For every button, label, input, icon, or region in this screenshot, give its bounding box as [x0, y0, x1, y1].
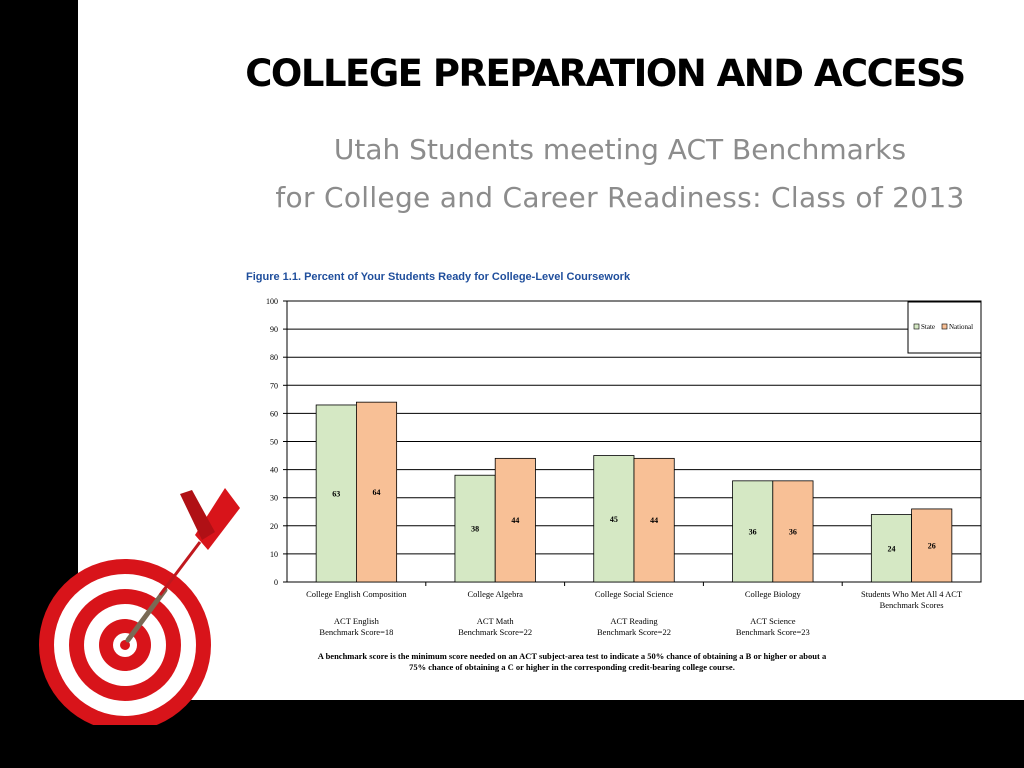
- bar-value-label: 26: [928, 541, 936, 550]
- bar-value-label: 44: [650, 516, 658, 525]
- y-tick-label: 70: [270, 381, 278, 390]
- dartboard-icon: [39, 488, 240, 725]
- bar-national: [355, 401, 398, 583]
- footnote-line1: A benchmark score is the minimum score n…: [318, 651, 827, 661]
- benchmark-label: Benchmark Score=22: [597, 627, 671, 637]
- benchmark-label: ACT Math: [477, 616, 515, 626]
- x-category-label: College Social Science: [595, 589, 674, 599]
- benchmark-label: ACT Reading: [610, 616, 658, 626]
- y-tick-label: 10: [270, 550, 278, 559]
- benchmark-label: ACT English: [334, 616, 380, 626]
- bar-national: [911, 508, 953, 583]
- legend-label-state: State: [921, 323, 935, 331]
- bar-value-label: 44: [511, 516, 519, 525]
- y-tick-label: 90: [270, 325, 278, 334]
- bar-national: [494, 457, 536, 583]
- x-category-label: Benchmark Scores: [880, 600, 944, 610]
- y-tick-label: 0: [274, 578, 278, 587]
- y-tick-label: 40: [270, 466, 278, 475]
- chart-title: Figure 1.1. Percent of Your Students Rea…: [246, 271, 631, 283]
- legend-swatch-national: [941, 323, 948, 330]
- bar-state: [593, 455, 635, 583]
- benchmark-label: Benchmark Score=23: [736, 627, 810, 637]
- benchmark-label: Benchmark Score=18: [319, 627, 393, 637]
- bar-value-label: 64: [373, 488, 381, 497]
- bar-value-label: 24: [887, 544, 895, 553]
- y-tick-label: 50: [270, 438, 278, 447]
- bar-state: [454, 474, 496, 583]
- benchmark-label: ACT Science: [750, 616, 796, 626]
- bar-value-label: 36: [789, 527, 797, 536]
- legend-label-national: National: [949, 323, 973, 331]
- y-tick-label: 100: [266, 297, 278, 306]
- benchmark-label: Benchmark Score=22: [458, 627, 532, 637]
- bar-value-label: 45: [610, 515, 618, 524]
- y-tick-label: 80: [270, 353, 278, 362]
- legend-swatch-state: [913, 323, 920, 330]
- bar-value-label: 36: [749, 527, 757, 536]
- x-category-label: College Algebra: [467, 589, 523, 599]
- bar-value-label: 63: [332, 489, 340, 498]
- bar-state: [870, 514, 913, 583]
- x-category-label: College English Composition: [306, 589, 407, 599]
- bar-value-label: 38: [471, 525, 479, 534]
- y-tick-label: 60: [270, 409, 278, 418]
- bar-national: [633, 457, 675, 583]
- bars: 63 64 38 44 45 44 36 36 24 26: [315, 401, 953, 583]
- y-tick-label: 30: [270, 494, 278, 503]
- slide-subtitle-line1: Utah Students meeting ACT Benchmarks: [333, 133, 907, 166]
- y-axis-ticks: 0 10 20 30 40 50 60 70 80 90 100: [266, 297, 287, 587]
- bar-state: [732, 480, 774, 583]
- bar-state: [315, 404, 357, 583]
- y-tick-label: 20: [270, 522, 278, 531]
- footnote-line2: 75% chance of obtaining a C or higher in…: [409, 662, 735, 672]
- bar-national: [772, 480, 814, 583]
- slide-subtitle-line2: for College and Career Readiness: Class …: [275, 181, 965, 214]
- legend: State National: [907, 301, 982, 354]
- x-category-label: Students Who Met All 4 ACT: [861, 589, 963, 599]
- x-category-label: College Biology: [745, 589, 802, 599]
- slide-title: COLLEGE PREPARATION AND ACCESS: [245, 52, 966, 95]
